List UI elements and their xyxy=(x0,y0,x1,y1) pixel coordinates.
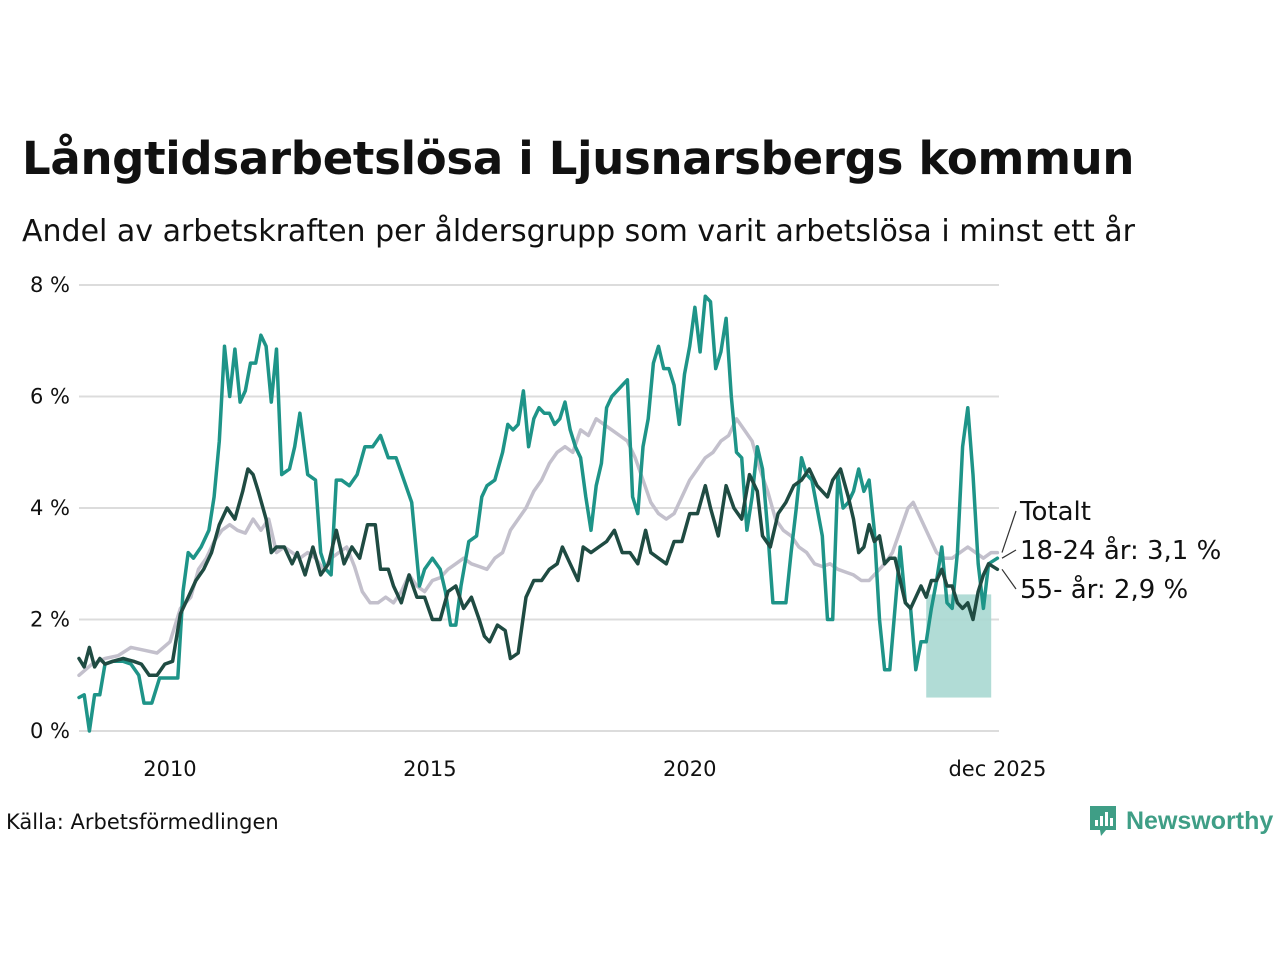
newsworthy-logo-icon xyxy=(1090,806,1116,836)
x-tick-label: 2015 xyxy=(403,757,456,781)
brand-logo: Newsworthy xyxy=(1088,803,1273,839)
label-leader-line xyxy=(1001,549,1017,559)
x-axis-ticks: 2010 2015 2020 dec 2025 xyxy=(143,757,1046,781)
series-line-18-24-r xyxy=(77,294,1000,733)
label-leader-line xyxy=(1001,510,1017,553)
y-tick-label: 8 % xyxy=(30,273,70,297)
series-end-label: 55- år: 2,9 % xyxy=(1020,574,1188,605)
uncertainty-band-layer xyxy=(926,594,992,698)
uncertainty-band xyxy=(926,594,992,698)
series-labels: Totalt 18-24 år: 3,1 % 55- år: 2,9 % xyxy=(1001,497,1221,605)
brand-name: Newsworthy xyxy=(1126,806,1274,835)
y-tick-label: 6 % xyxy=(30,385,70,409)
y-tick-label: 4 % xyxy=(30,496,70,520)
chart-title: Långtidsarbetslösa i Ljusnarsbergs kommu… xyxy=(22,132,1135,185)
series-end-label: 18-24 år: 3,1 % xyxy=(1020,535,1221,566)
x-tick-label: 2010 xyxy=(143,757,196,781)
gridlines xyxy=(79,284,999,732)
source-note: Källa: Arbetsförmedlingen xyxy=(6,810,279,834)
x-tick-label: 2020 xyxy=(663,757,716,781)
series-line-55-r xyxy=(77,467,1000,678)
series-lines xyxy=(77,294,1000,733)
label-leader-line xyxy=(1001,568,1017,590)
chart-subtitle: Andel av arbetskraften per åldersgrupp s… xyxy=(22,214,1135,249)
y-tick-label: 0 % xyxy=(30,719,70,743)
y-tick-label: 2 % xyxy=(30,608,70,632)
x-tick-label: dec 2025 xyxy=(948,757,1046,781)
y-axis-ticks: 0 % 2 % 4 % 6 % 8 % xyxy=(30,273,70,743)
line-chart: 0 % 2 % 4 % 6 % 8 % 2010 2015 2020 dec 2025 Tot… xyxy=(30,273,1221,781)
series-end-label: Totalt xyxy=(1019,497,1091,527)
